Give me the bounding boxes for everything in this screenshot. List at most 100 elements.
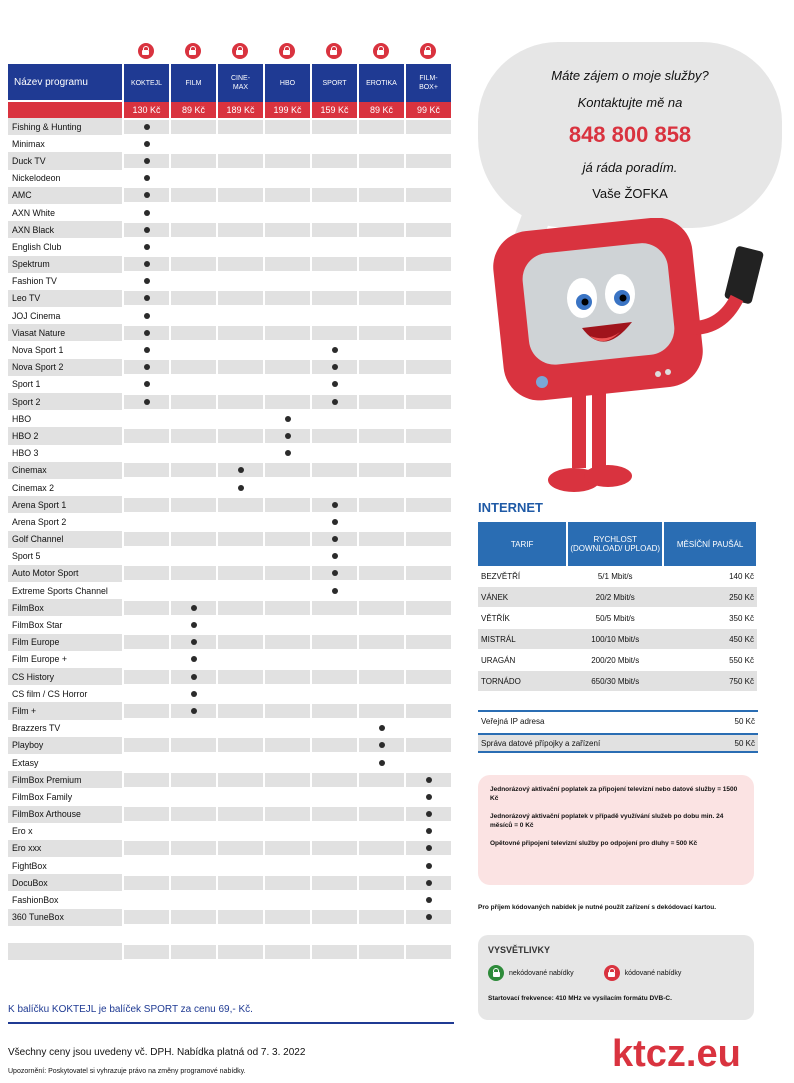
package-name: FILM- BOX+ (406, 64, 451, 102)
package-cell (312, 944, 357, 959)
included-dot (425, 811, 432, 818)
channel-name: Spektrum (8, 255, 122, 273)
package-cell (124, 600, 169, 615)
package-cell (265, 463, 310, 478)
included-dot (331, 553, 338, 560)
fee-reconnection: Opětovné připojení televizní služby po o… (490, 840, 698, 847)
included-dot (143, 209, 150, 216)
channel-row: English Club (8, 238, 456, 255)
package-price: 130 Kč (124, 102, 169, 118)
package-cell (312, 669, 357, 684)
internet-cell: 200/20 Mbit/s (567, 649, 664, 671)
package-cell (406, 377, 451, 391)
package-cell (124, 910, 169, 925)
package-cell (359, 756, 404, 770)
included-dot (331, 536, 338, 543)
channel-row: HBO (8, 410, 456, 427)
package-cell (218, 497, 263, 512)
price-row: 130 Kč 89 Kč 189 Kč 199 Kč 159 Kč 89 Kč 99 Kč (8, 102, 456, 118)
package-cell (171, 446, 216, 460)
package-cell (124, 927, 169, 941)
package-cell (124, 772, 169, 787)
channel-row: Cinemax (8, 461, 456, 479)
package-cell (171, 343, 216, 357)
internet-cell: MISTRÁL (478, 628, 568, 650)
channel-name: Arena Sport 1 (8, 496, 122, 514)
package-cell (171, 222, 216, 237)
package-cell (265, 584, 310, 598)
phone-number[interactable]: 848 800 858 (568, 122, 692, 147)
package-cell (124, 412, 169, 426)
channel-row: FashionBox (8, 891, 456, 908)
channel-row: Nickelodeon (8, 170, 456, 187)
internet-cell: BEZVĚTŘÍ (478, 566, 568, 587)
channel-name: HBO (12, 413, 32, 424)
package-cell (124, 687, 169, 701)
package-cell (124, 756, 169, 770)
package-cell (406, 893, 451, 907)
included-dot (190, 673, 197, 680)
package-cell (312, 687, 357, 701)
package-cell (265, 635, 310, 650)
price-row-spacer (8, 102, 122, 118)
package-cell (406, 309, 451, 323)
package-cell (265, 257, 310, 272)
internet-header-cell: RYCHLOST (DOWNLOAD/ UPLOAD) (567, 522, 665, 566)
package-cell (218, 343, 263, 357)
channel-name: Cinemax 2 (12, 482, 55, 493)
included-dot (143, 157, 150, 164)
internet-cell: URAGÁN (478, 649, 568, 671)
package-cell (124, 859, 169, 873)
package-cell (406, 481, 451, 495)
package-cell (312, 703, 357, 718)
package-cell (124, 171, 169, 185)
channel-name: Sport 1 (12, 379, 41, 390)
package-cell (218, 171, 263, 185)
package-cell (265, 240, 310, 254)
disclaimer: Upozornění: Poskytovatel si vyhrazuje pr… (8, 1068, 246, 1075)
channel-row: AXN White (8, 204, 456, 221)
internet-tariff-row: MISTRÁL 100/10 Mbit/s 450 Kč (478, 628, 757, 650)
package-cell (359, 119, 404, 134)
package-cell (124, 841, 169, 856)
package-cell (124, 463, 169, 478)
fee-activation: Jednorázový aktivační poplatek za připoj… (490, 786, 738, 802)
lock-cell (122, 43, 169, 59)
included-dot (143, 192, 150, 199)
program-name-header: Název programu (8, 64, 122, 102)
package-price: 189 Kč (218, 102, 263, 118)
internet-tariff-row: VÁNEK 20/2 Mbit/s 250 Kč (478, 586, 757, 608)
package-cell (218, 738, 263, 753)
lock-icon (184, 43, 201, 59)
package-cell (171, 549, 216, 563)
package-cell (171, 481, 216, 495)
package-cell (265, 497, 310, 512)
package-cell (265, 412, 310, 426)
package-cell (171, 652, 216, 666)
package-cell (312, 618, 357, 632)
brand-logo[interactable]: ktcz.eu (612, 1033, 741, 1075)
included-dot (190, 604, 197, 611)
package-cell (265, 703, 310, 718)
package-cell (171, 824, 216, 838)
package-cell (265, 841, 310, 856)
package-cell (406, 188, 451, 203)
included-dot (425, 776, 432, 783)
package-cell (359, 171, 404, 185)
package-cell (218, 532, 263, 547)
package-cell (218, 687, 263, 701)
internet-cell: 750 Kč (663, 670, 757, 692)
channel-name: AMC (8, 186, 122, 204)
package-cell (312, 927, 357, 941)
package-cell (406, 240, 451, 254)
package-cell (171, 188, 216, 203)
package-cell (312, 222, 357, 237)
package-cell (312, 875, 357, 890)
channel-name: Fashion TV (12, 276, 57, 287)
bubble-line-2: Kontaktujte mě na (577, 95, 683, 110)
package-cell (218, 944, 263, 959)
package-cell (171, 119, 216, 134)
included-dot (378, 742, 385, 749)
package-cell (265, 188, 310, 203)
package-cell (406, 790, 451, 804)
